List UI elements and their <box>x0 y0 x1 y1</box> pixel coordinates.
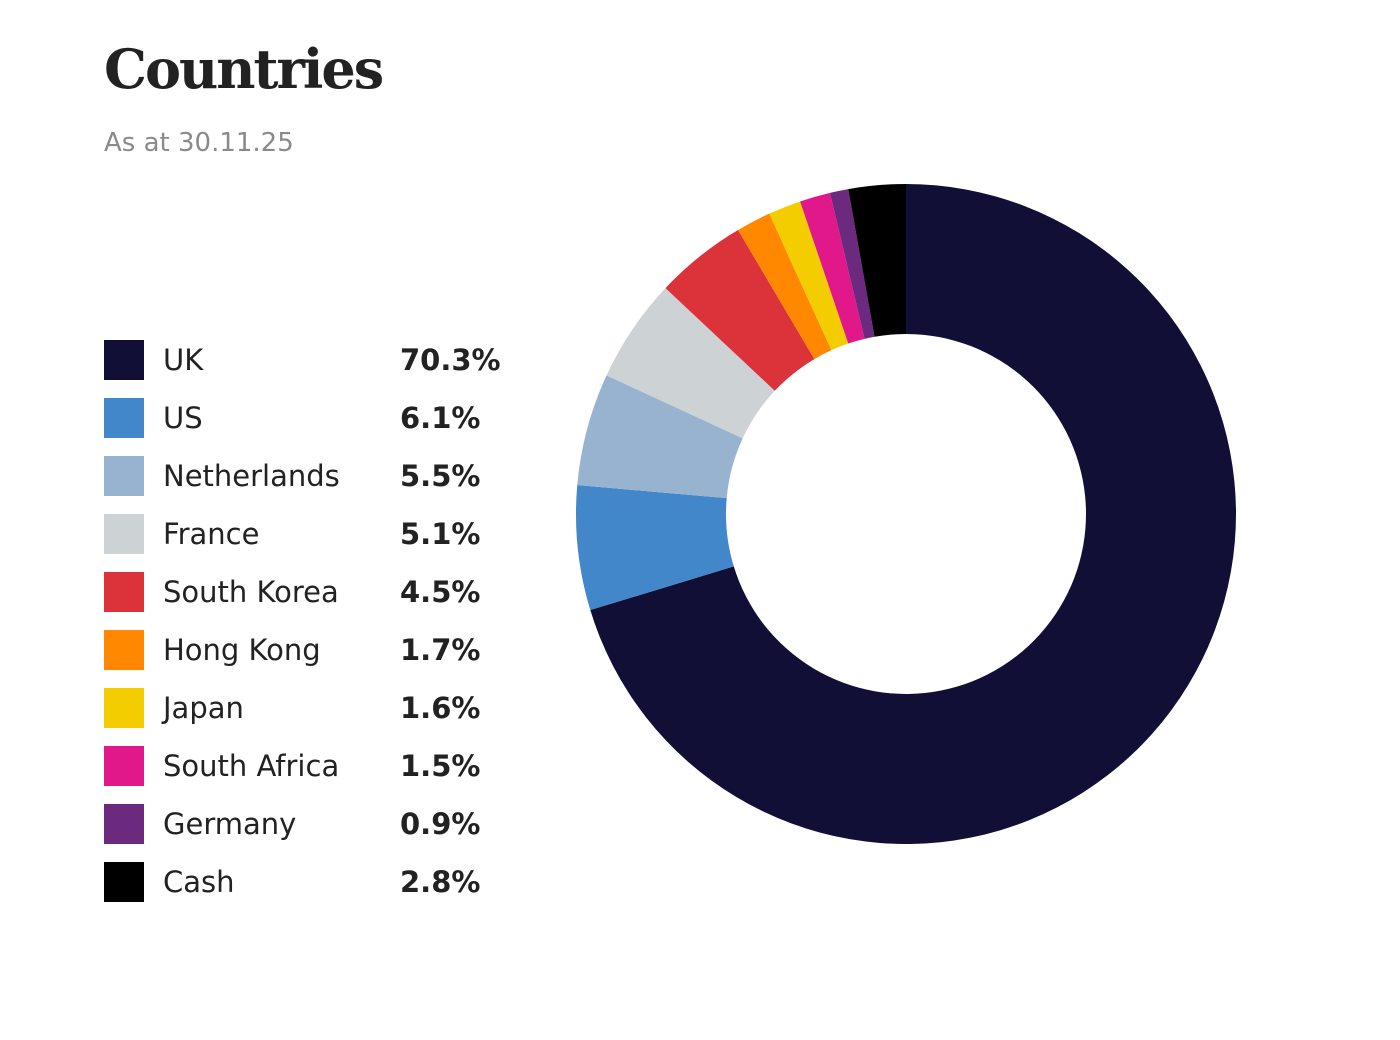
legend-label: France <box>163 517 260 551</box>
legend-value: 5.1% <box>400 517 481 551</box>
legend-label: South Africa <box>163 749 340 783</box>
legend-value: 0.9% <box>400 807 481 841</box>
legend-item: Cash 2.8% <box>104 862 501 902</box>
donut-slice-uk <box>590 184 1236 844</box>
donut-slice-us <box>576 485 734 611</box>
donut-slice-germany <box>829 189 875 339</box>
legend-item: Japan 1.6% <box>104 688 501 728</box>
donut-slice-netherlands <box>577 375 743 499</box>
legend-label: US <box>163 401 203 435</box>
donut-slice-cash <box>848 184 906 337</box>
legend-item: Hong Kong 1.7% <box>104 630 501 670</box>
legend-item: South Africa 1.5% <box>104 746 501 786</box>
legend-label: Hong Kong <box>163 633 321 667</box>
legend-value: 70.3% <box>400 343 501 377</box>
legend-item: UK 70.3% <box>104 340 501 380</box>
legend-item: Germany 0.9% <box>104 804 501 844</box>
legend-label: Germany <box>163 807 297 841</box>
as-at-date: As at 30.11.25 <box>104 128 294 158</box>
legend-swatch <box>104 572 144 612</box>
legend-swatch <box>104 398 144 438</box>
donut-slice-hong-kong <box>738 213 832 360</box>
legend: UK 70.3% US 6.1% Netherlands 5.5% France… <box>104 340 501 920</box>
legend-swatch <box>104 746 144 786</box>
legend-item: Netherlands 5.5% <box>104 456 501 496</box>
legend-swatch <box>104 630 144 670</box>
donut-slice-south-africa <box>800 192 865 344</box>
legend-swatch <box>104 340 144 380</box>
legend-swatch <box>104 862 144 902</box>
donut-slice-france <box>606 288 775 439</box>
legend-swatch <box>104 514 144 554</box>
legend-label: UK <box>163 343 204 377</box>
legend-value: 4.5% <box>400 575 481 609</box>
legend-swatch <box>104 456 144 496</box>
legend-value: 2.8% <box>400 865 481 899</box>
legend-label: South Korea <box>163 575 339 609</box>
legend-label: Cash <box>163 865 235 899</box>
chart-title: Countries <box>104 37 384 101</box>
donut-slice-south-korea <box>665 229 815 391</box>
legend-item: France 5.1% <box>104 514 501 554</box>
legend-item: South Korea 4.5% <box>104 572 501 612</box>
donut-slices <box>576 184 1236 844</box>
legend-value: 6.1% <box>400 401 481 435</box>
legend-value: 1.6% <box>400 691 481 725</box>
legend-value: 1.7% <box>400 633 481 667</box>
legend-swatch <box>104 688 144 728</box>
legend-value: 5.5% <box>400 459 481 493</box>
legend-value: 1.5% <box>400 749 481 783</box>
legend-label: Japan <box>163 691 244 725</box>
legend-item: US 6.1% <box>104 398 501 438</box>
legend-label: Netherlands <box>163 459 340 493</box>
donut-chart <box>576 184 1236 844</box>
donut-slice-japan <box>769 201 849 351</box>
legend-swatch <box>104 804 144 844</box>
